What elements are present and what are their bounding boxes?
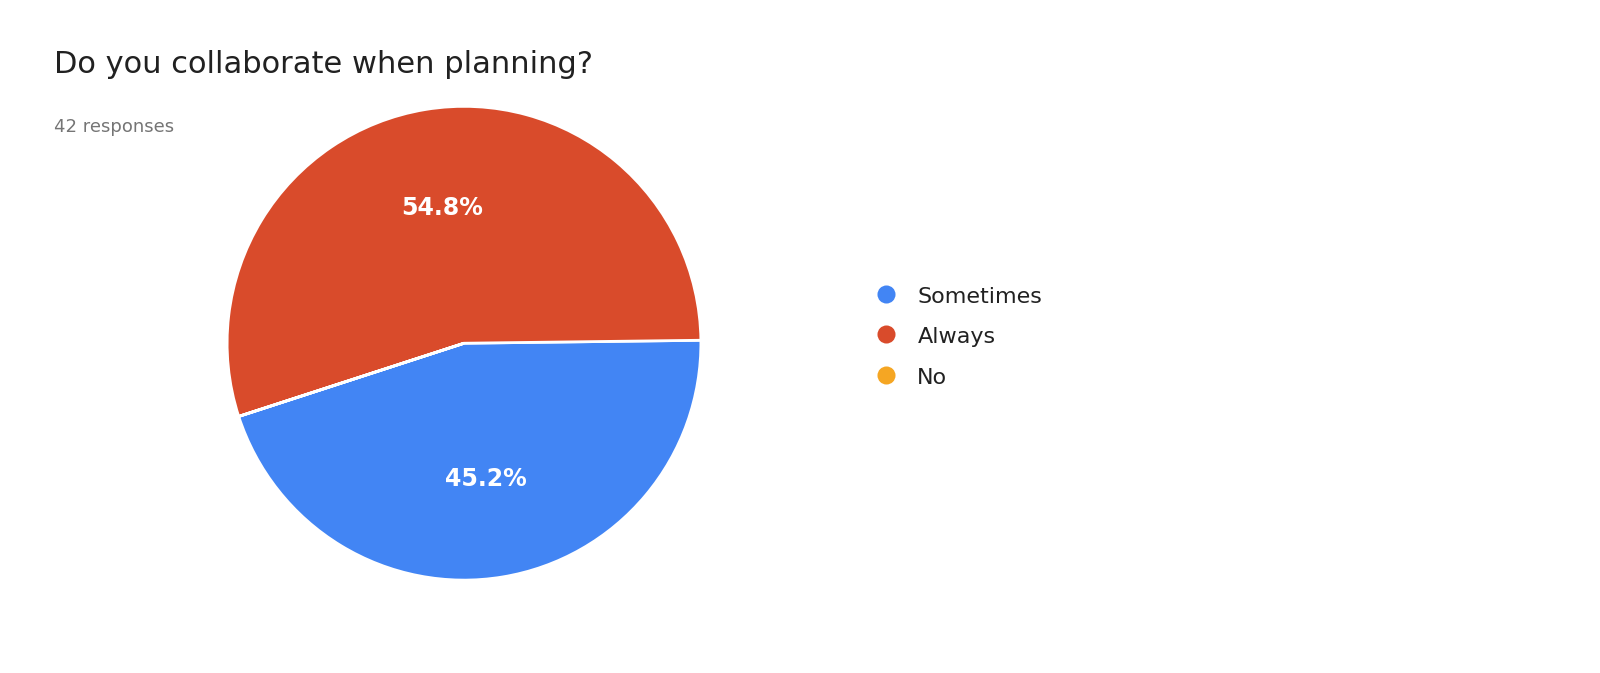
Text: 54.8%: 54.8% (400, 196, 483, 219)
Wedge shape (238, 343, 464, 417)
Wedge shape (238, 341, 701, 580)
Text: 45.2%: 45.2% (445, 467, 528, 491)
Wedge shape (227, 106, 701, 417)
Text: 42 responses: 42 responses (54, 118, 174, 136)
Legend: Sometimes, Always, No: Sometimes, Always, No (875, 285, 1042, 388)
Text: Do you collaborate when planning?: Do you collaborate when planning? (54, 50, 594, 79)
